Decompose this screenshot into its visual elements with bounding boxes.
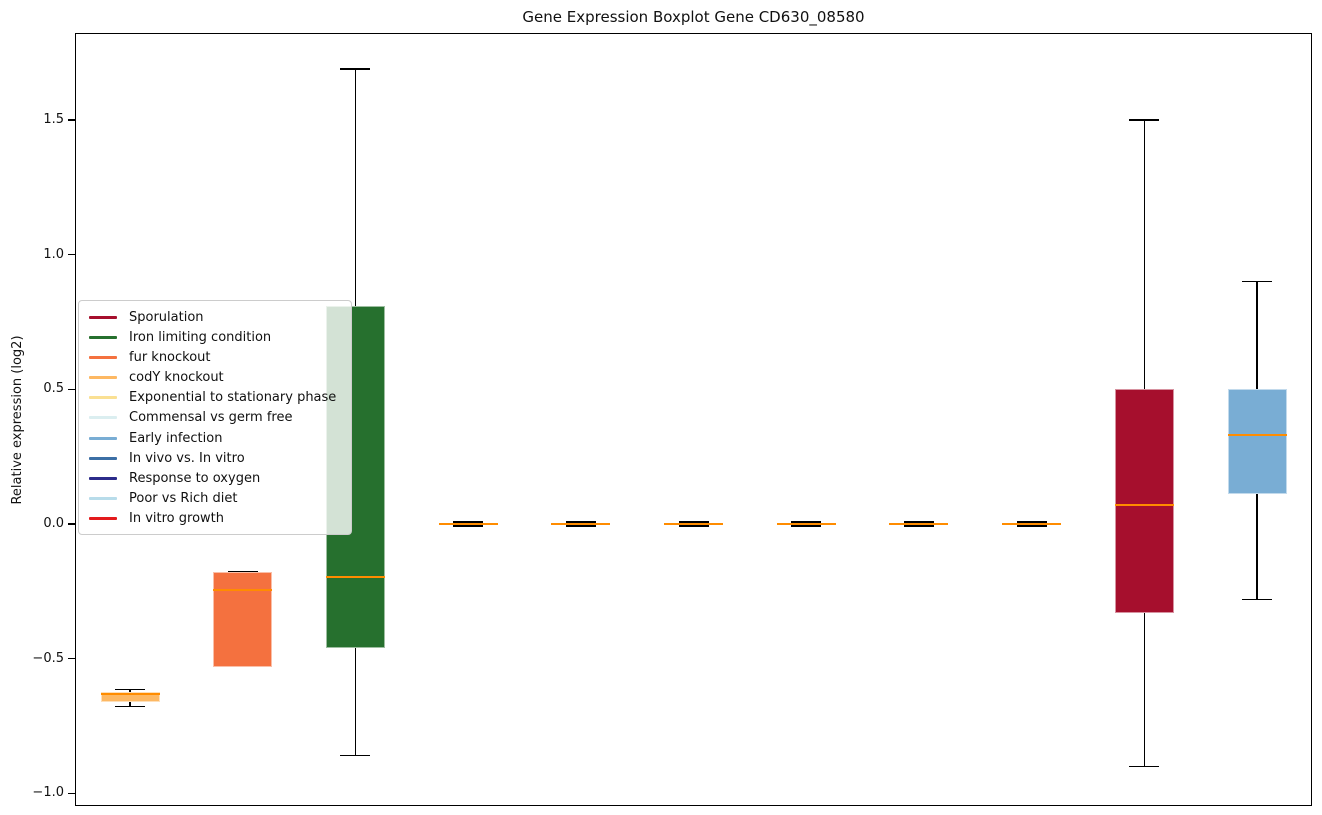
y-tick-mark — [68, 253, 75, 256]
lower-whisker-cap — [227, 665, 258, 668]
upper-whisker — [1256, 281, 1258, 390]
legend-item: Sporulation — [89, 308, 341, 327]
upper-whisker-cap — [565, 521, 596, 523]
legend-swatch — [89, 456, 117, 460]
lower-whisker-cap — [115, 705, 145, 708]
y-tick-label: −0.5 — [32, 650, 64, 666]
legend-item-label: Poor vs Rich diet — [129, 490, 238, 506]
legend-item-label: In vivo vs. In vitro — [129, 450, 245, 466]
legend-swatch — [89, 476, 117, 480]
legend-swatch — [89, 316, 117, 319]
median-line — [776, 523, 836, 525]
legend-swatch — [89, 496, 117, 500]
legend-item-label: Commensal vs germ free — [129, 410, 293, 426]
legend-swatch — [89, 376, 117, 380]
lower-whisker-cap — [453, 525, 484, 527]
legend-swatch — [89, 416, 117, 420]
legend-item: fur knockout — [89, 348, 341, 367]
median-line — [889, 523, 949, 525]
y-tick-label: −1.0 — [32, 785, 64, 801]
legend-item-label: Sporulation — [129, 310, 204, 325]
chart-title: Gene Expression Boxplot Gene CD630_08580 — [522, 8, 865, 26]
upper-whisker-cap — [678, 521, 709, 523]
legend-item: Exponential to stationary phase — [89, 388, 341, 407]
lower-whisker — [1256, 494, 1258, 600]
median-line — [1002, 523, 1062, 525]
legend-swatch — [89, 336, 117, 340]
y-axis-label: Relative expression (log2) — [10, 335, 25, 505]
lower-whisker — [129, 701, 131, 707]
box-fur-knockout — [213, 571, 273, 667]
legend-item-label: Exponential to stationary phase — [129, 390, 337, 406]
upper-whisker — [129, 689, 131, 693]
legend-swatch — [89, 516, 117, 520]
legend: Sporulation Iron limiting condition fur kn… — [78, 300, 352, 535]
legend-item: Response to oxygen — [89, 469, 341, 488]
y-tick-mark — [68, 119, 75, 121]
upper-whisker-cap — [1016, 521, 1047, 523]
median-line — [438, 523, 498, 525]
legend-swatch — [89, 356, 117, 360]
median-line — [213, 588, 273, 591]
legend-item-label: Early infection — [129, 430, 223, 446]
lower-whisker-cap — [565, 525, 596, 527]
legend-item-label: In vitro growth — [129, 510, 224, 526]
median-line — [664, 523, 723, 525]
upper-whisker-cap — [791, 521, 822, 523]
upper-whisker-cap — [453, 521, 484, 523]
legend-item: Poor vs Rich diet — [89, 489, 341, 508]
legend-item: Iron limiting condition — [89, 328, 341, 347]
lower-whisker-cap — [1242, 598, 1272, 601]
upper-whisker-cap — [340, 68, 371, 70]
y-tick-mark — [68, 657, 75, 660]
upper-whisker-cap — [903, 521, 934, 523]
lower-whisker-cap — [1016, 525, 1047, 527]
lower-whisker — [1143, 612, 1146, 767]
upper-whisker-cap — [115, 688, 145, 691]
legend-item: In vitro growth — [89, 509, 341, 528]
y-tick-mark — [68, 523, 75, 525]
median-line — [1227, 434, 1287, 437]
lower-whisker-cap — [340, 754, 371, 757]
box-early-infection — [1227, 389, 1287, 495]
legend-swatch — [89, 436, 117, 440]
median-line — [325, 575, 385, 578]
legend-swatch — [89, 396, 117, 400]
y-tick-label: 0.0 — [43, 516, 64, 531]
box-sporulation — [1114, 389, 1174, 613]
y-tick-label: 0.5 — [43, 381, 64, 397]
legend-item-label: Iron limiting condition — [129, 330, 272, 346]
lower-whisker — [354, 647, 357, 756]
y-tick-mark — [68, 792, 75, 795]
legend-item: codY knockout — [89, 368, 341, 387]
median-line — [1114, 504, 1174, 507]
y-tick-label: 1.5 — [43, 112, 64, 127]
y-tick-mark — [68, 388, 75, 391]
median-line — [100, 692, 160, 695]
lower-whisker-cap — [678, 525, 709, 527]
legend-item: In vivo vs. In vitro — [89, 449, 341, 468]
legend-item-label: fur knockout — [129, 350, 211, 366]
upper-whisker — [354, 68, 357, 306]
legend-item: Commensal vs germ free — [89, 408, 341, 427]
upper-whisker — [1143, 120, 1146, 390]
lower-whisker-cap — [791, 525, 822, 527]
legend-item-label: codY knockout — [129, 370, 224, 386]
legend-item-label: Response to oxygen — [129, 470, 261, 486]
lower-whisker-cap — [903, 525, 934, 527]
y-tick-label: 1.0 — [43, 246, 64, 262]
legend-item: Early infection — [89, 429, 341, 448]
lower-whisker-cap — [1129, 765, 1160, 768]
upper-whisker-cap — [1129, 119, 1160, 121]
median-line — [551, 523, 611, 525]
upper-whisker-cap — [1242, 280, 1272, 283]
